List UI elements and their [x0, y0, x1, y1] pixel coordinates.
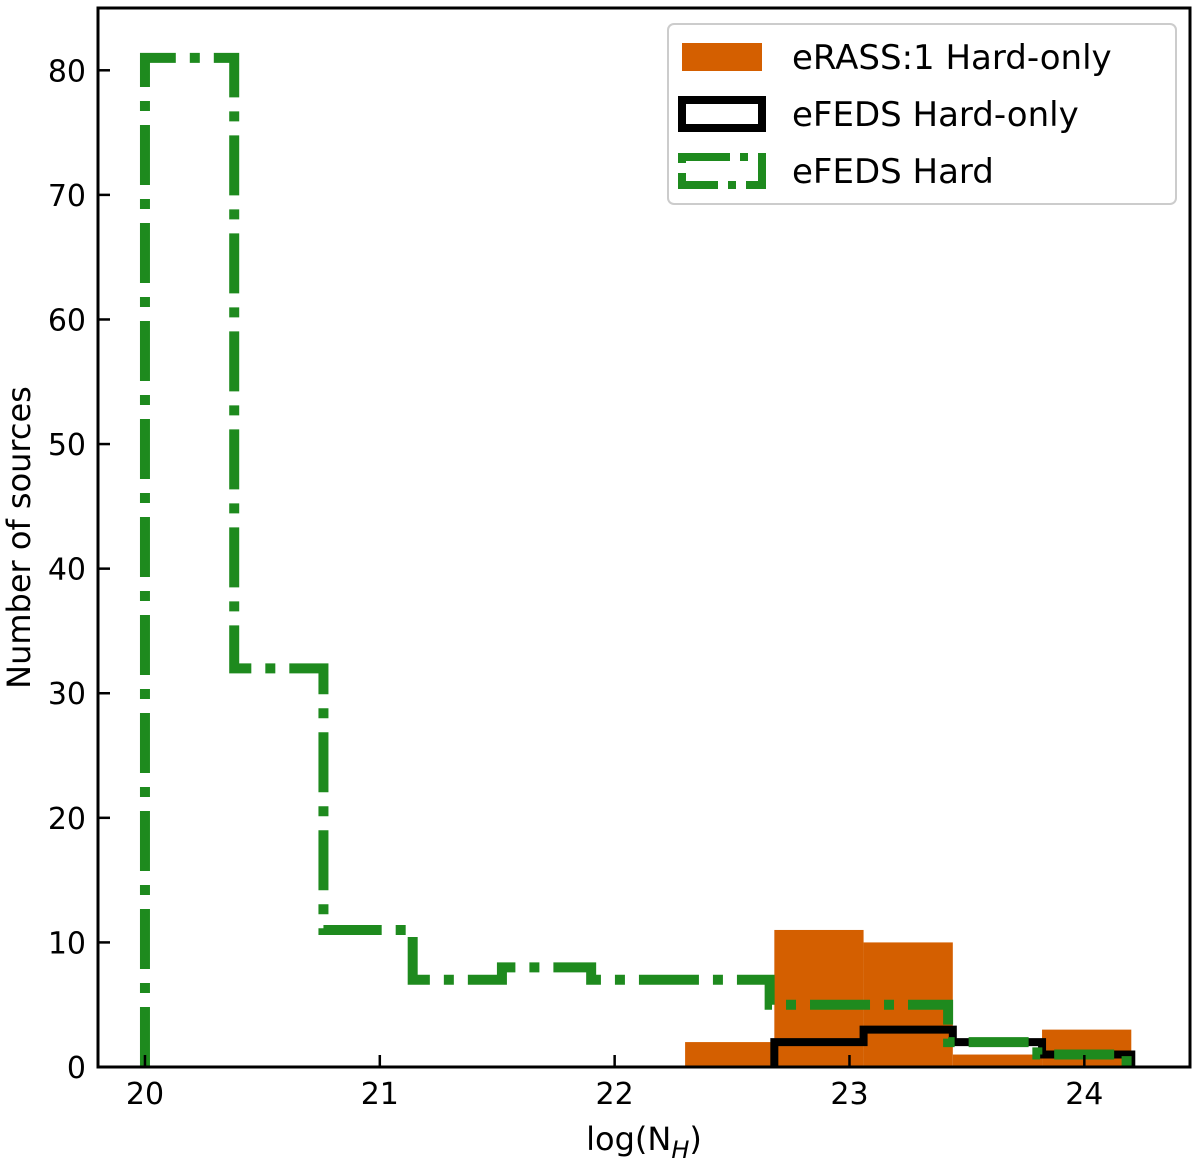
erass1-bar-2 [774, 929, 864, 1067]
x-tick-label-24: 24 [1065, 1077, 1103, 1112]
legend: eRASS:1 Hard-only eFEDS Hard-only eFEDS Ha… [667, 23, 1177, 205]
x-tick-label-21: 21 [361, 1077, 399, 1112]
bars-layer [685, 929, 1132, 1067]
y-tick-label-60: 60 [48, 303, 86, 338]
y-tick-label-10: 10 [48, 926, 86, 961]
y-tick-label-40: 40 [48, 553, 86, 588]
erass1-bar-4 [952, 1054, 1043, 1067]
legend-label-2: eFEDS Hard-only [792, 95, 1079, 135]
legend-label-1: eRASS:1 Hard-only [792, 38, 1112, 78]
legend-swatch-3 [678, 153, 766, 189]
efeds-hard-step-line [139, 52, 1132, 1067]
erass1-bar-5 [1042, 1029, 1132, 1067]
x-axis-title: log(NH) [586, 1120, 702, 1161]
y-tick-label-50: 50 [48, 428, 86, 463]
legend-label-3: eFEDS Hard [792, 152, 994, 192]
x-axis-title-close: ) [689, 1120, 701, 1158]
legend-swatch-2 [678, 96, 766, 132]
y-axis-title: Number of sources [0, 386, 38, 689]
x-axis-title-subscript: H [671, 1136, 689, 1161]
lines-layer [139, 52, 1136, 1067]
erass1-bar-1 [685, 1042, 775, 1067]
y-tick-label-70: 70 [48, 179, 86, 214]
y-tick-label-20: 20 [48, 802, 86, 837]
ticks-layer: 20 21 22 23 24 0 10 20 30 40 50 60 70 80 [48, 54, 1104, 1112]
legend-box [667, 23, 1177, 205]
y-tick-label-30: 30 [48, 677, 86, 712]
plot-frame [96, 6, 1192, 1069]
x-tick-label-23: 23 [830, 1077, 868, 1112]
legend-swatch-1 [682, 43, 762, 71]
y-tick-label-80: 80 [48, 54, 86, 89]
x-tick-label-22: 22 [596, 1077, 634, 1112]
x-tick-label-20: 20 [126, 1077, 164, 1112]
y-tick-label-0: 0 [67, 1051, 86, 1086]
legend-items: eRASS:1 Hard-only eFEDS Hard-only eFEDS Ha… [678, 38, 1112, 192]
x-axis-title-main: log(N [586, 1120, 671, 1158]
